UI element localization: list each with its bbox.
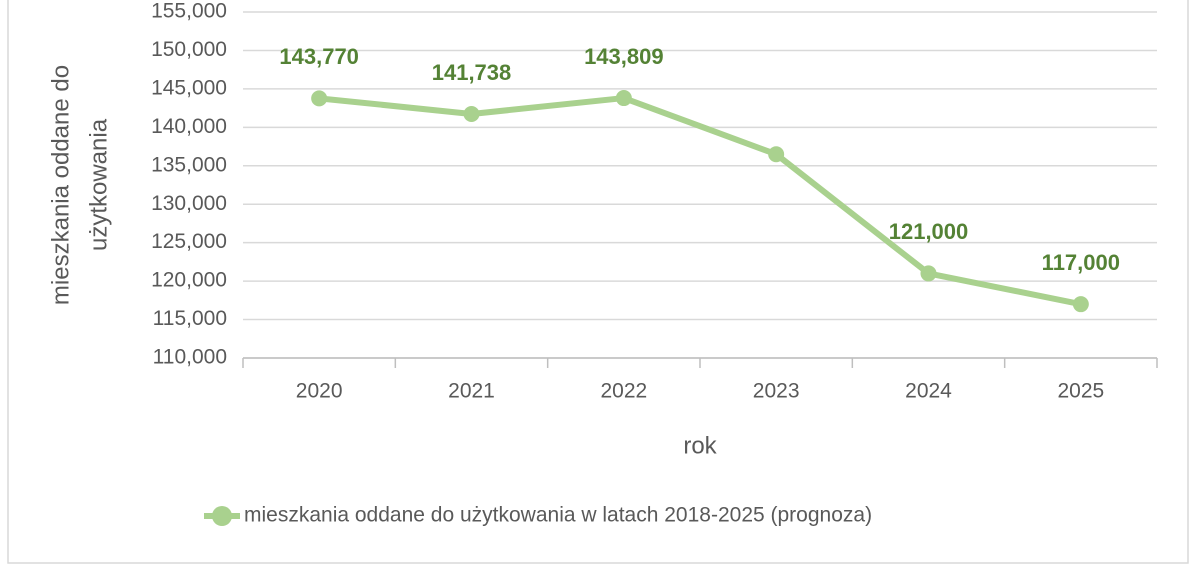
y-tick-label: 135,000: [151, 153, 227, 176]
x-tick-label: 2024: [905, 380, 952, 403]
y-tick-label: 155,000: [151, 0, 227, 23]
data-label: 141,738: [432, 60, 512, 85]
data-point: [311, 90, 328, 107]
data-label: 117,000: [1042, 250, 1120, 275]
data-point: [1072, 296, 1089, 313]
x-tick-label: 2021: [448, 380, 495, 403]
data-point: [768, 146, 785, 163]
y-tick-label: 110,000: [153, 346, 227, 369]
data-line: [318, 95, 1082, 308]
y-axis-title-line: użytkowania: [85, 118, 112, 251]
data-point: [463, 105, 480, 122]
data-label: 121,000: [889, 219, 969, 244]
y-tick-label: 130,000: [151, 192, 227, 215]
x-tick-label: 2025: [1057, 380, 1104, 403]
legend-marker: [212, 506, 232, 526]
legend-label: mieszkania oddane do użytkowania w latac…: [244, 504, 872, 527]
data-label: 143,809: [584, 44, 664, 69]
legend-item: mieszkania oddane do użytkowania w latac…: [204, 504, 872, 527]
y-axis-title-line: mieszkania oddane do: [47, 65, 74, 305]
x-tick-label: 2022: [600, 380, 647, 403]
y-tick-label: 145,000: [151, 76, 227, 99]
x-tick-label: 2020: [296, 380, 343, 403]
y-tick-label: 140,000: [151, 115, 227, 138]
data-point: [920, 265, 937, 282]
x-axis-title: rok: [683, 432, 717, 459]
x-tick-label: 2023: [753, 380, 800, 403]
data-label: 143,770: [279, 44, 359, 69]
data-point: [615, 90, 632, 107]
y-tick-label: 120,000: [151, 269, 227, 292]
y-axis-title: mieszkania oddane do użytkowania: [47, 65, 112, 305]
y-tick-label: 150,000: [151, 38, 227, 61]
y-tick-label: 125,000: [151, 230, 227, 253]
y-tick-label: 115,000: [153, 307, 227, 330]
